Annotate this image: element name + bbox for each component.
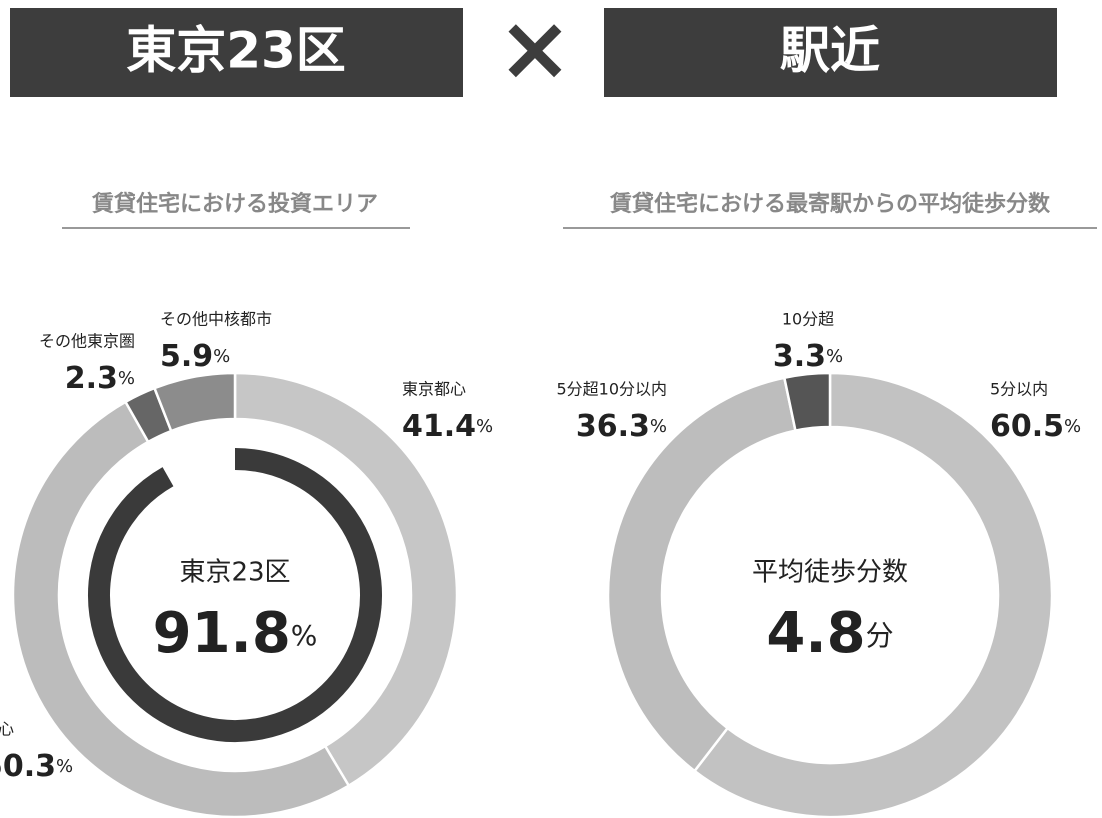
- donut-segment: [152, 371, 237, 433]
- unit: %: [213, 346, 230, 367]
- value-label: 60.5%: [990, 409, 1081, 444]
- value: 50.3: [0, 749, 56, 784]
- unit: %: [476, 416, 493, 437]
- segment-label: 都心: [0, 720, 14, 739]
- segment-label: 東京都心: [402, 380, 466, 399]
- donut-segment: [233, 371, 459, 788]
- banner: [10, 8, 463, 97]
- value: 5.9: [160, 339, 213, 374]
- segment-label: 10分超: [782, 310, 834, 329]
- value: 60.5: [990, 409, 1064, 444]
- segment-label: その他東京圏: [39, 332, 135, 351]
- donut-segment: [692, 371, 1054, 818]
- banner-text: 東京23区: [126, 22, 346, 80]
- value-label: 3.3%: [773, 339, 843, 374]
- value: 91.8: [153, 601, 291, 666]
- unit: %: [650, 416, 667, 437]
- value-label: 41.4%: [402, 409, 493, 444]
- value: 4.8: [766, 601, 865, 666]
- unit: %: [1064, 416, 1081, 437]
- center-label: 東京23区: [179, 558, 290, 588]
- segment-label: 5分超10分以内: [556, 380, 667, 399]
- value-label: 50.3%: [0, 749, 73, 784]
- center-label: 平均徒歩分数: [752, 558, 908, 588]
- unit: %: [118, 368, 135, 389]
- chart-title: 賃貸住宅における最寄駅からの平均徒歩分数: [609, 191, 1051, 217]
- banner-text: 駅近: [780, 22, 880, 80]
- cross: ×: [497, 0, 572, 101]
- value-label: 5.9%: [160, 339, 230, 374]
- donut-segment: [606, 376, 797, 773]
- donut-segment: [11, 400, 351, 818]
- segment-label: その他中核都市: [160, 310, 272, 329]
- unit: %: [56, 756, 73, 777]
- value-label: 2.3%: [65, 361, 135, 396]
- banner: [604, 8, 1057, 97]
- center-value: 4.8分: [766, 601, 893, 666]
- value: 41.4: [402, 409, 476, 444]
- donut-segment: [782, 371, 832, 433]
- unit: 分: [866, 619, 894, 652]
- unit: %: [291, 619, 318, 652]
- value: 36.3: [576, 409, 650, 444]
- center-value: 91.8%: [153, 601, 318, 666]
- segment-label: 5分以内: [990, 380, 1048, 399]
- value: 2.3: [65, 361, 118, 396]
- unit: %: [826, 346, 843, 367]
- value: 3.3: [773, 339, 826, 374]
- inner-ring: [88, 448, 382, 742]
- chart-title: 賃貸住宅における投資エリア: [91, 191, 378, 217]
- value-label: 36.3%: [576, 409, 667, 444]
